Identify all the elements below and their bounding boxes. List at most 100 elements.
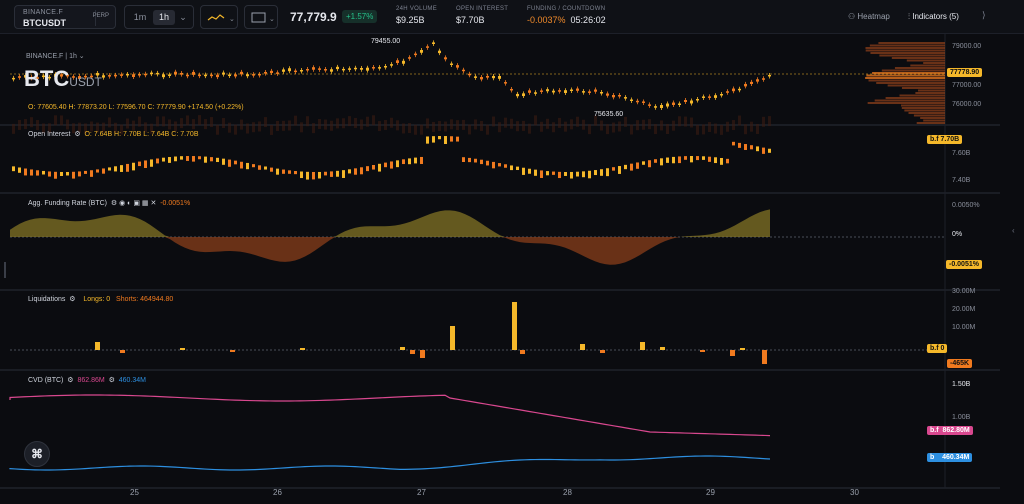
volume-bar [96,122,99,133]
oi-bar [42,170,45,175]
volume-bar [738,115,741,126]
volume-bar [522,120,525,131]
symbol-selector[interactable]: BINANCE.F BTCUSDT PERP [14,5,116,29]
candle-body [756,79,759,82]
oi-tag-val: 7.70B [940,136,960,143]
volume-profile-bar [865,49,945,52]
volume-bar [534,115,537,126]
date-25: 25 [130,488,139,497]
heatmap-button[interactable]: ⚇ Heatmap [848,12,890,21]
pane-tool-icons[interactable]: ⚙ ◉ ◐ ▣ ▦ ✕ [110,200,157,207]
volume-bar [546,118,549,129]
liq-long-bar [640,342,645,350]
cvd-val2: 460.34M [118,377,147,384]
settings-icon-2[interactable]: ⚙ [108,377,115,384]
volume-bar [12,123,15,134]
volume-bar [228,122,231,133]
volume-bar [114,122,117,133]
settings-icon[interactable]: ⚙ [67,377,74,384]
svg-text:⌄: ⌄ [229,15,235,23]
volume-profile-bar [915,92,945,94]
cvd-tag1: b.f 862.80M [927,426,973,435]
chart-canvas[interactable] [0,34,1024,504]
volume-bar [288,120,291,131]
oi-values: O: 7.64B H: 7.70B L: 7.64B C: 7.70B [84,131,199,138]
volume-bar [48,123,51,134]
volume-profile-bar [869,44,945,47]
volume-bar [192,119,195,130]
volume-bar [264,117,267,128]
candle-body [132,74,135,77]
candle-body [690,100,693,104]
candle-body [768,74,771,77]
oi-bar [330,171,333,177]
volume-bar [138,116,141,127]
candle-body [444,57,447,60]
candle-body [546,89,549,92]
volume-bar [444,121,447,132]
resize-handle[interactable] [4,262,6,278]
liq-neg-tag: -465K [947,359,973,368]
cvd-line-1 [9,394,771,437]
volume-profile-bar [923,62,945,64]
candle-body [180,72,183,75]
oi-bar [90,170,93,177]
candle-body [744,83,747,87]
candle-body [486,75,489,78]
funding-title-row: Agg. Funding Rate (BTC) ⚙ ◉ ◐ ▣ ▦ ✕ -0.0… [28,199,190,207]
layout-button[interactable]: ⌄ [244,5,278,29]
candle-body [114,74,117,77]
oi-bar [606,168,609,177]
price-axis-0: 79000.00 [952,43,982,50]
oi-bar [276,168,279,175]
candle-body [246,74,249,77]
candle-body [594,89,597,92]
indicators-button[interactable]: ⫶ Indicators (5) [908,12,959,22]
volume-bar [174,121,177,132]
timeframe-1m[interactable]: 1m [133,12,147,22]
volume-bar [642,119,645,130]
funding-title: Agg. Funding Rate (BTC) [28,200,107,207]
volume-bar [366,116,369,127]
candle-body [258,73,261,76]
oi-bar [444,136,447,144]
volume-bar [324,119,327,130]
volume-bar [282,120,285,131]
cvd-tag2-val: 460.34M [942,454,970,461]
candle-body [126,73,129,76]
settings-icon[interactable]: ⚙ [69,296,76,303]
volume-bar [528,123,531,134]
volume-profile-bar [918,89,945,92]
candle-body [534,92,537,94]
oi-bar [486,160,489,166]
candle-body [66,74,69,77]
chevron-down-icon[interactable]: ⌄ [179,12,187,22]
oi-bar [408,158,411,165]
oi-value: $7.70B [456,15,485,25]
oi-bar [186,156,189,161]
volume-bar [318,118,321,129]
volume-bar [504,117,507,128]
collapse-icon[interactable]: ⟩ [982,10,986,20]
volume-bar [480,120,483,131]
oi-bar [426,136,429,144]
oi-bar [630,163,633,171]
candle-body [474,76,477,78]
liq-long-bar [450,326,455,350]
funding-positive-area [10,209,770,237]
volume-bar [306,116,309,127]
volume-bar [750,121,753,132]
layout-icon: ⌄ [251,12,275,23]
source-label: BINANCE.F | 1h ⌄ [26,53,85,60]
oi-bar [672,156,675,164]
oi-bar [420,156,423,165]
volume-bar [732,120,735,131]
timeframe-1h[interactable]: 1h [153,10,175,25]
settings-icon[interactable]: ⚙ [74,131,81,138]
expand-handle-icon[interactable]: ‹ [1012,226,1015,235]
volume-bar [510,118,513,129]
candle-body [354,67,357,70]
chart-type-button[interactable]: ⌄ [200,5,238,29]
oi-bar [114,166,117,172]
volume-bar [498,122,501,133]
